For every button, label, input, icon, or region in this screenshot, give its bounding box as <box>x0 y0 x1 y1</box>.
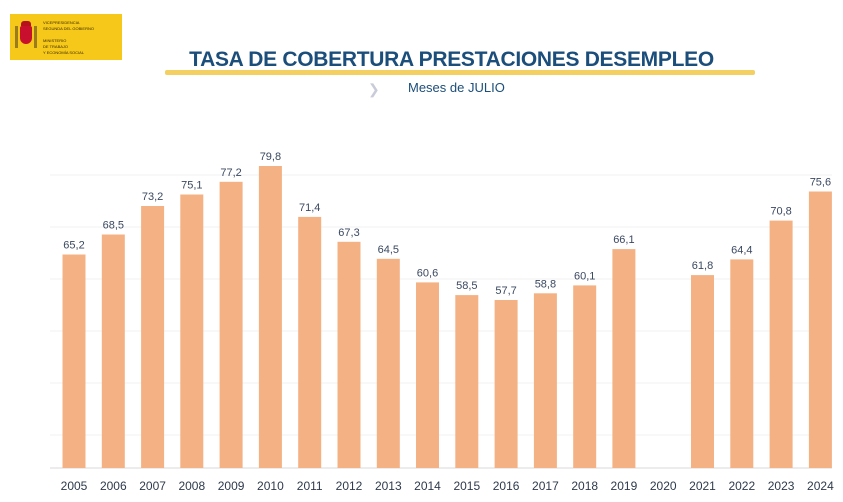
x-tick-label-2019: 2019 <box>611 479 638 493</box>
data-label-2017: 58,8 <box>535 278 556 290</box>
x-tick-label-2017: 2017 <box>532 479 559 493</box>
bar-2018 <box>573 285 597 468</box>
bar-2023 <box>769 220 793 468</box>
title-underline <box>165 70 755 75</box>
data-label-2016: 57,7 <box>495 285 516 297</box>
data-label-2009: 77,2 <box>220 167 241 179</box>
x-tick-label-2007: 2007 <box>139 479 166 493</box>
bar-2012 <box>337 241 361 468</box>
bar-2021 <box>691 275 714 468</box>
bar-2010 <box>258 166 282 468</box>
data-label-2018: 60,1 <box>574 270 595 282</box>
x-tick-label-2020: 2020 <box>650 479 677 493</box>
bar-2013 <box>376 258 400 468</box>
x-tick-label-2008: 2008 <box>178 479 205 493</box>
x-tick-label-2021: 2021 <box>689 479 716 493</box>
bar-2005 <box>62 254 86 468</box>
bar-2009 <box>219 181 243 469</box>
bar-2008 <box>180 194 204 468</box>
data-label-2021: 61,8 <box>692 260 713 272</box>
page-subtitle: Meses de JULIO <box>408 80 505 95</box>
data-label-2019: 66,1 <box>613 234 634 246</box>
bar-2011 <box>298 216 322 468</box>
chevron-right-icon: ❯ <box>368 81 380 97</box>
x-tick-label-2022: 2022 <box>728 479 755 493</box>
data-label-2024: 75,6 <box>810 177 831 189</box>
x-tick-label-2006: 2006 <box>100 479 127 493</box>
bar-2024 <box>808 191 832 468</box>
bar-2007 <box>141 206 165 468</box>
logo-line: y Economía Social <box>43 50 85 55</box>
logo-line: Vicepresidencia <box>43 20 80 25</box>
bar-2014 <box>416 282 439 468</box>
x-tick-label-2011: 2011 <box>297 479 323 493</box>
data-label-2022: 64,4 <box>731 244 752 256</box>
logo-line: de Trabajo <box>43 44 69 49</box>
bar-2022 <box>730 259 754 468</box>
x-tick-label-2005: 2005 <box>61 479 88 493</box>
data-label-2011: 71,4 <box>299 202 320 214</box>
bar-2006 <box>101 234 125 468</box>
x-tick-label-2014: 2014 <box>414 479 441 493</box>
x-tick-label-2016: 2016 <box>493 479 520 493</box>
coat-of-arms-icon <box>15 18 37 54</box>
bar-2016 <box>494 300 518 468</box>
x-tick-label-2010: 2010 <box>257 479 284 493</box>
data-label-2014: 60,6 <box>417 267 438 279</box>
data-label-2010: 79,8 <box>260 151 281 163</box>
bar-2015 <box>455 295 479 468</box>
data-label-2005: 65,2 <box>63 240 84 252</box>
x-tick-label-2012: 2012 <box>336 479 363 493</box>
bar-2017 <box>533 293 557 468</box>
x-tick-label-2013: 2013 <box>375 479 402 493</box>
x-tick-label-2023: 2023 <box>768 479 795 493</box>
x-tick-label-2018: 2018 <box>571 479 598 493</box>
data-label-2006: 68,5 <box>103 220 124 232</box>
x-tick-label-2009: 2009 <box>218 479 245 493</box>
data-label-2008: 75,1 <box>181 180 202 192</box>
data-label-2023: 70,8 <box>770 206 791 218</box>
data-label-2007: 73,2 <box>142 191 163 203</box>
data-label-2013: 64,5 <box>378 244 399 256</box>
x-tick-label-2024: 2024 <box>807 479 834 493</box>
page-title: TASA DE COBERTURA PRESTACIONES DESEMPLEO <box>189 48 714 71</box>
logo-text: Vicepresidencia Segunda del Gobierno Min… <box>43 18 94 56</box>
logo-line: Segunda del Gobierno <box>43 26 94 31</box>
bar-2019 <box>612 249 636 468</box>
x-tick-label-2015: 2015 <box>453 479 480 493</box>
data-label-2012: 67,3 <box>338 227 359 239</box>
data-label-2015: 58,5 <box>456 280 477 292</box>
logo-line: Ministerio <box>43 38 67 43</box>
government-logo: Vicepresidencia Segunda del Gobierno Min… <box>10 14 122 60</box>
